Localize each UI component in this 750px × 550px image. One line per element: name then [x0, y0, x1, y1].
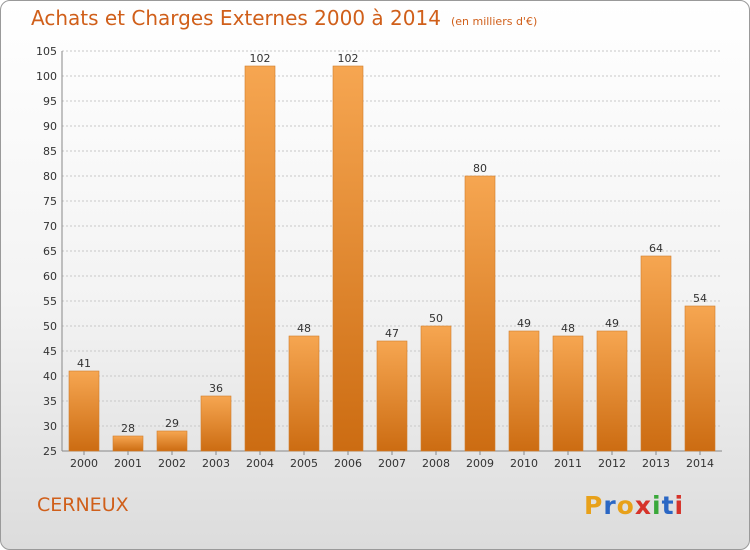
y-tick-label: 95 [43, 95, 57, 108]
x-tick-label: 2004 [246, 457, 274, 470]
proxiti-logo: Proxiti [584, 491, 684, 520]
bar [640, 255, 672, 452]
y-tick-label: 80 [43, 170, 57, 183]
x-tick-label: 2009 [466, 457, 494, 470]
value-label: 41 [77, 357, 91, 370]
value-label: 48 [297, 322, 311, 335]
y-tick-label: 90 [43, 120, 57, 133]
y-tick-label: 85 [43, 145, 57, 158]
y-tick-label: 40 [43, 370, 57, 383]
logo-letter: i [652, 491, 662, 520]
logo-letter: x [634, 491, 652, 520]
title-unit: (en milliers d'€) [450, 15, 538, 28]
x-tick-label: 2003 [202, 457, 230, 470]
y-tick-label: 70 [43, 220, 57, 233]
x-tick-label: 2012 [598, 457, 626, 470]
bar [376, 340, 408, 452]
y-tick-label: 50 [43, 320, 57, 333]
x-tick-label: 2006 [334, 457, 362, 470]
bar [464, 175, 496, 452]
x-tick-label: 2013 [642, 457, 670, 470]
bar [596, 330, 628, 452]
bar-chart: 25 30 35 40 45 50 55 60 65 70 75 80 85 90 95 100 105 41 20… [36, 45, 722, 470]
y-tick-label: 25 [43, 445, 57, 458]
x-tick-label: 2014 [686, 457, 714, 470]
title-text: Achats et Charges Externes 2000 à 2014 [31, 6, 441, 30]
y-tick-label: 105 [36, 45, 57, 58]
y-tick-label: 30 [43, 420, 57, 433]
bar [552, 335, 584, 452]
value-label: 102 [338, 52, 359, 65]
logo-letter: o [616, 491, 635, 520]
value-label: 54 [693, 292, 707, 305]
value-label: 102 [250, 52, 271, 65]
commune-name: CERNEUX [37, 494, 129, 516]
value-label: 29 [165, 417, 179, 430]
y-tick-label: 75 [43, 195, 57, 208]
value-label: 49 [517, 317, 531, 330]
bar [200, 395, 232, 452]
value-label: 36 [209, 382, 223, 395]
logo-letter: P [584, 491, 604, 520]
y-tick-label: 100 [36, 70, 57, 83]
bar [156, 430, 188, 452]
value-label: 50 [429, 312, 443, 325]
bar [508, 330, 540, 452]
bar [244, 65, 276, 452]
bar [68, 370, 100, 452]
bar [112, 435, 144, 452]
y-tick-label: 45 [43, 345, 57, 358]
value-label: 47 [385, 327, 399, 340]
y-tick-label: 65 [43, 245, 57, 258]
y-tick-label: 55 [43, 295, 57, 308]
x-tick-label: 2011 [554, 457, 582, 470]
x-tick-label: 2005 [290, 457, 318, 470]
logo-letter: t [661, 491, 675, 520]
x-tick-label: 2000 [70, 457, 98, 470]
value-label: 28 [121, 422, 135, 435]
x-tick-label: 2007 [378, 457, 406, 470]
y-tick-label: 60 [43, 270, 57, 283]
chart-title: Achats et Charges Externes 2000 à 2014 (e… [31, 6, 537, 30]
value-label: 64 [649, 242, 663, 255]
y-tick-label: 35 [43, 395, 57, 408]
value-label: 49 [605, 317, 619, 330]
value-label: 48 [561, 322, 575, 335]
x-tick-label: 2008 [422, 457, 450, 470]
value-label: 80 [473, 162, 487, 175]
bar [684, 305, 716, 452]
logo-letter: r [603, 491, 617, 520]
bar [420, 325, 452, 452]
logo-letter: i [674, 491, 685, 520]
x-tick-label: 2010 [510, 457, 538, 470]
bar [288, 335, 320, 452]
x-tick-label: 2001 [114, 457, 142, 470]
bar [332, 65, 364, 452]
x-tick-label: 2002 [158, 457, 186, 470]
